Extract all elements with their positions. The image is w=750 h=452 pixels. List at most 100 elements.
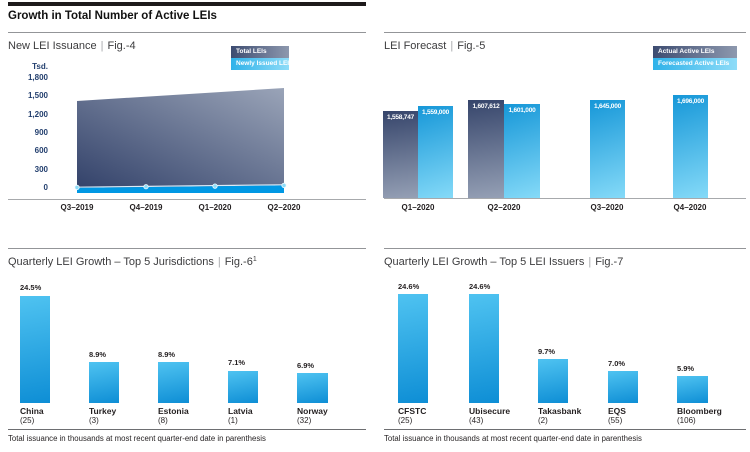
pct-label-norway: 6.9% [297,361,315,370]
fig5-bar-forecast-q3: 1,645,000 [590,100,625,198]
bar-bloomberg [677,376,708,403]
fig4-ytick-1200: 1,200 [27,110,48,119]
bar-value-label: 1,601,000 [508,107,536,114]
pct-label-bloomberg: 5.9% [677,364,695,373]
bar-label-takasbank: Takasbank [538,406,582,416]
header-divider-right [384,32,746,33]
title-pipe: | [217,256,221,268]
pct-label-latvia: 7.1% [228,358,246,367]
bar-cfstc [398,294,428,403]
bar-turkey [89,362,119,403]
bar-value-label: 1,558,747 [386,114,415,121]
marker-q3-2019 [74,184,80,190]
bar-count-latvia: (1) [228,416,238,425]
bar-count-china: (25) [20,416,35,425]
pct-label-ubisecure: 24.6% [469,282,491,291]
fig4-fig-number: Fig.-4 [107,40,136,52]
fig7-title-text: Quarterly LEI Growth – Top 5 LEI Issuers [384,256,585,268]
fig4-xtick-q1-2020: Q1–2020 [198,203,232,212]
fig5-x-axis [384,198,746,199]
bar-label-cfstc: CFSTC [398,406,427,416]
fig7-footnote-divider [384,429,746,430]
total-leis-area [77,88,284,188]
fig5-xtick-q1-2020: Q1–2020 [401,203,435,212]
fig7-divider [384,248,746,249]
top-accent-bar [8,2,366,6]
fig6-title: Quarterly LEI Growth – Top 5 Jurisdictio… [8,256,257,268]
bar-count-norway: (32) [297,416,312,425]
title-pipe: | [588,256,592,268]
fig4-title-text: New LEI Issuance [8,40,97,52]
fig4-y-axis-unit: Tsd. [32,62,48,71]
bar-label-bloomberg: Bloomberg [677,406,722,416]
bar-label-turkey: Turkey [89,406,117,416]
fig5-fig-number: Fig.-5 [457,40,486,52]
fig5-bar-forecast-q1: 1,559,000 [418,106,453,198]
fig4-ytick-600: 600 [34,146,48,155]
bar-estonia [158,362,189,403]
pct-label-eqs: 7.0% [608,359,626,368]
fig5-bar-forecast-q2: 1,601,000 [504,104,540,198]
fig5-xtick-q4-2020: Q4–2020 [673,203,707,212]
fig4-title: New LEI Issuance | Fig.-4 [8,40,136,52]
bar-value-label: 1,696,000 [676,98,705,105]
fig6-footnote-marker: 1 [252,256,257,263]
bar-label-china: China [20,406,44,416]
fig4-ytick-1800: 1,800 [27,73,48,82]
pct-label-cfstc: 24.6% [398,282,420,291]
fig5-bar-forecast-q4: 1,696,000 [673,95,708,198]
fig7-title: Quarterly LEI Growth – Top 5 LEI Issuers… [384,256,623,268]
bar-eqs [608,371,638,403]
bar-ubisecure [469,294,499,403]
bar-norway [297,373,328,403]
fig6-fig-number: Fig.-6 [224,256,253,268]
pct-label-estonia: 8.9% [158,350,176,359]
fig6-footnote: Total issuance in thousands at most rece… [8,434,266,443]
fig5-bar-actual-q2: 1,607,612 [468,100,504,198]
page-title: Growth in Total Number of Active LEIs [8,10,217,22]
bar-count-bloomberg: (106) [677,416,696,425]
bar-count-ubisecure: (43) [469,416,484,425]
bar-value-label: 1,607,612 [472,103,500,110]
fig6-divider [8,248,366,249]
fig4-ytick-0: 0 [43,183,48,192]
marker-q4-2019 [143,184,149,190]
legend-newly-issued-leis: Newly Issued LEIs [231,58,293,70]
fig5-xtick-q2-2020: Q2–2020 [487,203,521,212]
fig4-ytick-900: 900 [34,128,48,137]
fig5-bar-actual-q1: 1,558,747 [383,111,418,198]
legend-forecasted-active-leis: Forecasted Active LEIs [653,58,737,70]
title-pipe: | [100,40,104,52]
fig7-footnote: Total issuance in thousands at most rece… [384,434,642,443]
bar-label-eqs: EQS [608,406,626,416]
fig4-xtick-q3-2019: Q3–2019 [60,203,94,212]
bar-count-eqs: (55) [608,416,623,425]
bar-label-ubisecure: Ubisecure [469,406,511,416]
bar-label-latvia: Latvia [228,406,253,416]
fig6-footnote-divider [8,429,366,430]
fig7-fig-number: Fig.-7 [595,256,624,268]
pct-label-takasbank: 9.7% [538,347,556,356]
fig5-legend: Actual Active LEIs Forecasted Active LEI… [653,46,737,70]
fig5-title: LEI Forecast | Fig.-5 [384,40,485,52]
newly-issued-leis-area [77,185,284,193]
fig4-x-axis [8,199,366,200]
pct-label-turkey: 8.9% [89,350,107,359]
fig4-xtick-q4-2019: Q4–2019 [129,203,163,212]
title-pipe: | [450,40,454,52]
bar-china [20,296,50,403]
fig4-xtick-q2-2020: Q2–2020 [267,203,301,212]
newly-issued-top-edge [76,184,285,188]
bar-label-estonia: Estonia [158,406,189,416]
bar-value-label: 1,559,000 [421,109,450,116]
pct-label-china: 24.5% [20,283,42,292]
bar-count-cfstc: (25) [398,416,413,425]
bar-count-takasbank: (2) [538,416,548,425]
fig4-ytick-300: 300 [34,165,48,174]
fig4-ytick-1500: 1,500 [27,91,48,100]
marker-q2-2020 [281,182,287,188]
bar-label-norway: Norway [297,406,328,416]
fig6-title-text: Quarterly LEI Growth – Top 5 Jurisdictio… [8,256,214,268]
